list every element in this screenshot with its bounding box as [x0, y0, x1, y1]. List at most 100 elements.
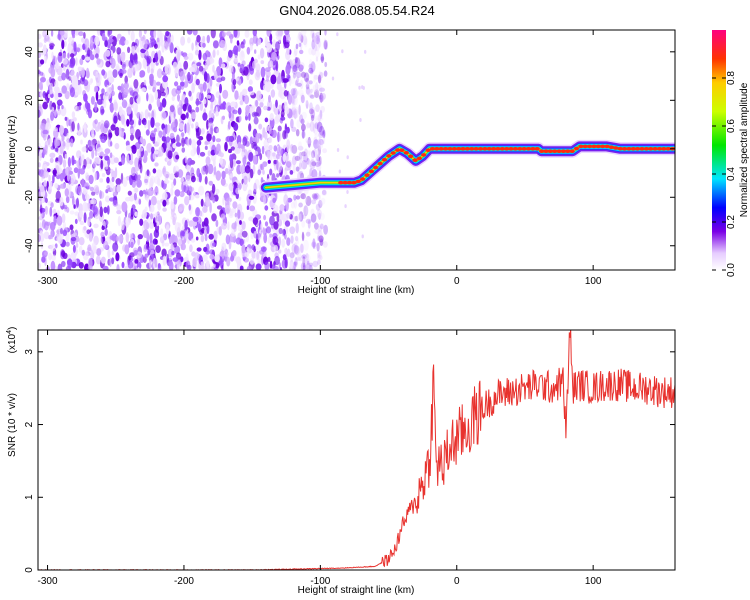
noise-speckle — [165, 173, 169, 179]
noise-speckle — [48, 180, 53, 190]
noise-speckle — [230, 230, 236, 237]
noise-speckle — [206, 260, 210, 268]
noise-speckle — [44, 144, 48, 156]
noise-speckle — [38, 103, 42, 109]
noise-speckle — [137, 237, 141, 246]
noise-speckle — [175, 154, 180, 160]
noise-speckle — [118, 39, 122, 45]
noise-speckle — [100, 231, 105, 238]
noise-speckle — [78, 245, 83, 253]
noise-speckle — [222, 196, 225, 206]
noise-speckle — [42, 44, 47, 55]
noise-speckle — [276, 146, 283, 157]
noise-speckle — [204, 62, 209, 70]
noise-speckle — [151, 146, 155, 154]
noise-speckle — [56, 209, 60, 216]
noise-speckle — [115, 235, 120, 242]
noise-speckle — [169, 105, 175, 113]
noise-speckle — [221, 242, 227, 251]
noise-speckle — [271, 129, 277, 139]
noise-speckle — [307, 80, 313, 85]
noise-speckle — [219, 152, 224, 158]
noise-speckle — [241, 151, 245, 158]
noise-speckle — [295, 43, 299, 50]
noise-speckle — [209, 202, 212, 214]
noise-speckle — [282, 78, 289, 83]
noise-speckle — [253, 116, 259, 125]
noise-speckle — [294, 57, 301, 69]
noise-speckle — [286, 212, 291, 219]
noise-speckle — [72, 244, 76, 253]
noise-speckle — [258, 123, 263, 130]
noise-speckle — [195, 207, 201, 217]
noise-speckle — [227, 120, 231, 130]
noise-speckle — [44, 33, 50, 42]
noise-speckle — [39, 71, 44, 76]
noise-speckle — [324, 40, 328, 50]
noise-speckle — [220, 177, 226, 186]
ridge-peak — [543, 149, 549, 153]
noise-speckle — [39, 185, 45, 193]
noise-speckle — [363, 49, 367, 54]
noise-speckle — [191, 251, 196, 257]
noise-speckle — [202, 112, 208, 121]
noise-speckle — [191, 111, 197, 120]
noise-speckle — [292, 155, 297, 166]
noise-speckle — [298, 141, 302, 150]
noise-speckle — [78, 262, 84, 269]
noise-speckle — [308, 63, 313, 70]
noise-speckle — [315, 40, 320, 52]
noise-speckle — [106, 205, 110, 215]
noise-speckle — [157, 214, 162, 225]
noise-speckle — [150, 68, 154, 75]
noise-speckle — [289, 259, 294, 269]
noise-speckle — [143, 79, 147, 86]
noise-speckle — [319, 71, 324, 79]
noise-speckle — [54, 90, 59, 101]
noise-speckle — [39, 230, 43, 237]
noise-speckle — [293, 198, 297, 209]
noise-speckle — [148, 103, 152, 111]
noise-speckle — [246, 205, 250, 210]
noise-speckle — [144, 50, 149, 56]
noise-speckle — [208, 110, 212, 119]
ridge-peak — [582, 144, 588, 149]
noise-speckle — [185, 175, 191, 180]
colorbar-gradient — [712, 30, 726, 270]
noise-speckle — [61, 213, 66, 223]
noise-speckle — [176, 85, 182, 91]
noise-speckle — [156, 169, 163, 178]
noise-speckle — [297, 213, 302, 222]
noise-speckle — [157, 202, 162, 211]
noise-speckle — [323, 38, 327, 49]
ridge-peak — [635, 147, 641, 151]
noise-speckle — [304, 193, 308, 203]
noise-speckle — [306, 139, 313, 144]
noise-speckle — [145, 129, 150, 136]
noise-speckle — [38, 182, 42, 187]
noise-speckle — [263, 105, 268, 111]
colorbar-tick-label: 0.6 — [726, 119, 737, 133]
noise-speckle — [290, 144, 294, 149]
noise-speckle — [292, 100, 296, 112]
noise-speckle — [206, 34, 210, 44]
noise-speckle — [312, 32, 315, 43]
noise-speckle — [215, 188, 220, 194]
noise-speckle — [215, 219, 219, 228]
noise-speckle — [196, 34, 201, 43]
noise-speckle — [298, 160, 304, 171]
noise-speckle — [162, 255, 167, 266]
noise-speckle — [70, 178, 75, 186]
noise-speckle — [336, 32, 339, 37]
noise-speckle — [57, 235, 63, 245]
noise-speckle — [301, 254, 307, 260]
noise-speckle — [184, 156, 188, 164]
noise-speckle — [250, 38, 253, 43]
noise-speckle — [170, 207, 175, 218]
noise-speckle — [301, 111, 307, 120]
noise-speckle — [107, 70, 113, 81]
noise-speckle — [314, 156, 319, 164]
noise-speckle — [79, 210, 84, 218]
noise-speckle — [314, 162, 321, 167]
noise-speckle — [71, 75, 78, 87]
